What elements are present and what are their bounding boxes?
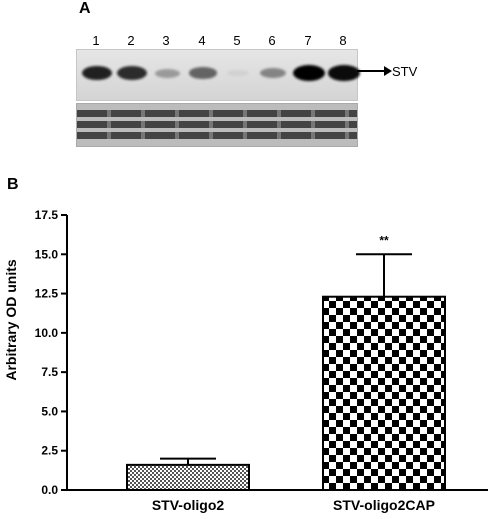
y-tick-label: 12.5 [35, 287, 59, 301]
stv-band [81, 65, 113, 81]
loading-band-row [77, 110, 357, 117]
panel-a-label: A [79, 0, 91, 17]
stv-band-label: STV [392, 64, 418, 79]
x-axis-labels: STV-oligo2 STV-oligo2CAP [152, 497, 435, 513]
stv-band [293, 65, 325, 81]
stv-band [328, 65, 360, 81]
lane-number: 3 [162, 33, 170, 48]
y-tick-label: 0.0 [41, 483, 58, 497]
y-tick-label: 5.0 [41, 404, 58, 418]
bar [322, 295, 446, 492]
y-tick-label: 7.5 [41, 365, 58, 379]
lane-number: 2 [127, 33, 135, 48]
panel-b-label: B [7, 176, 19, 193]
stv-band [154, 68, 180, 78]
lane-number: 6 [268, 33, 276, 48]
x-category-label: STV-oligo2 [152, 497, 225, 513]
western-blot-stv [76, 49, 360, 101]
loading-band-row [77, 132, 357, 139]
lane-number: 7 [304, 33, 312, 48]
loading-band-row [77, 121, 357, 128]
lane-number: 8 [339, 33, 347, 48]
y-tick-label: 17.5 [35, 208, 59, 222]
y-axis-title: Arbitrary OD units [3, 259, 19, 381]
x-category-label: STV-oligo2CAP [333, 497, 435, 513]
stv-band [117, 66, 147, 80]
lane-number: 4 [198, 33, 206, 48]
y-tick-label: 10.0 [35, 326, 59, 340]
western-blot-loading-control [76, 103, 358, 147]
significance-annotation: ** [379, 233, 389, 247]
stv-band [260, 68, 286, 78]
lane-number: 5 [233, 33, 241, 48]
stv-band [226, 69, 250, 77]
stv-band [189, 67, 217, 79]
lane-number: 1 [92, 33, 100, 48]
bar [126, 463, 250, 492]
y-tick-label: 2.5 [41, 444, 58, 458]
bars: ** [126, 233, 446, 492]
arrow-right-icon [357, 66, 392, 76]
y-tick-label: 15.0 [35, 247, 59, 261]
